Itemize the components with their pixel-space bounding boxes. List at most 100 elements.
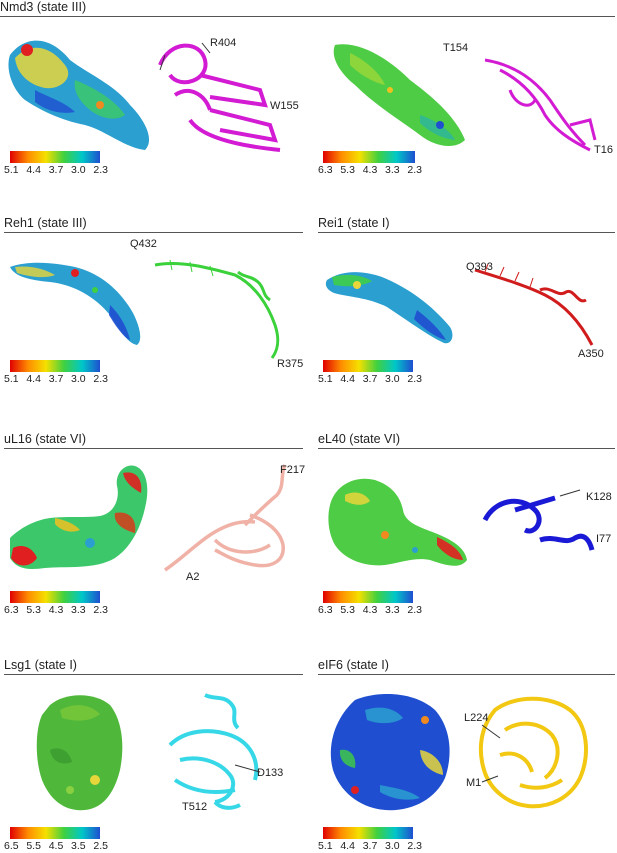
colorbar-tick: 3.7 (363, 373, 378, 385)
colorbar-tick: 4.4 (340, 373, 355, 385)
density-map-nmd3 (5, 30, 160, 155)
colorbar-lsg1 (10, 827, 100, 839)
residue-label: W155 (270, 100, 299, 112)
colorbar-tick: 3.7 (363, 840, 378, 852)
divider-rei1 (318, 232, 615, 233)
panel-title-nmd3: Nmd3 (state III) (0, 0, 86, 14)
density-map-eif6 (325, 690, 455, 815)
colorbar-tick: 6.3 (318, 604, 333, 616)
ribbon-model-nmd3 (150, 35, 300, 155)
residue-label: A2 (186, 571, 199, 583)
colorbar-tick: 2.3 (93, 604, 108, 616)
divider-row1 (0, 16, 615, 17)
density-map-ul16 (5, 458, 155, 583)
colorbar-tick: 2.5 (93, 840, 108, 852)
colorbar-tick: 3.3 (71, 604, 86, 616)
ribbon-model-ul16 (155, 460, 305, 580)
ribbon-model-el40 (480, 480, 600, 560)
residue-label: F217 (280, 464, 305, 476)
residue-label: R404 (210, 37, 236, 49)
colorbar-rei1 (323, 360, 413, 372)
residue-label: T512 (182, 801, 207, 813)
colorbar-tick: 3.0 (71, 373, 86, 385)
colorbar-tick: 5.3 (340, 604, 355, 616)
divider-lsg1 (4, 674, 303, 675)
colorbar-tick: 4.3 (49, 604, 64, 616)
residue-label: Q432 (130, 238, 157, 250)
residue-label: T16 (594, 144, 613, 156)
colorbar-tick: 5.1 (4, 164, 19, 176)
colorbar-eif6 (323, 827, 413, 839)
colorbar-tick: 4.5 (49, 840, 64, 852)
panel-title-rei1: Rei1 (state I) (318, 216, 390, 230)
colorbar-tick: 4.3 (363, 604, 378, 616)
residue-label: D133 (257, 767, 283, 779)
residue-label: L224 (464, 712, 488, 724)
residue-label: I77 (596, 533, 611, 545)
colorbar-tick: 5.1 (4, 373, 19, 385)
colorbar-ticks-eif6: 5.1 4.4 3.7 3.0 2.3 (318, 840, 422, 852)
colorbar-tick: 5.1 (318, 840, 333, 852)
colorbar-ticks-rei1: 5.1 4.4 3.7 3.0 2.3 (318, 373, 422, 385)
panel-title-eif6: eIF6 (state I) (318, 658, 389, 672)
divider-eif6 (318, 674, 615, 675)
colorbar-tick: 3.3 (385, 604, 400, 616)
colorbar-tick: 3.0 (385, 373, 400, 385)
divider-el40 (318, 448, 615, 449)
colorbar-tick: 3.0 (71, 164, 86, 176)
colorbar-nmd3 (10, 151, 100, 163)
colorbar-tick: 5.3 (340, 164, 355, 176)
panel-title-ul16: uL16 (state VI) (4, 432, 86, 446)
residue-label: K128 (586, 491, 612, 503)
colorbar-ticks-el40: 6.3 5.3 4.3 3.3 2.3 (318, 604, 422, 616)
colorbar-tick: 4.4 (26, 164, 41, 176)
density-map-rei1 (322, 265, 462, 355)
colorbar-ticks-reh1: 5.1 4.4 3.7 3.0 2.3 (4, 373, 108, 385)
colorbar-tick: 2.3 (93, 373, 108, 385)
panel-title-lsg1: Lsg1 (state I) (4, 658, 77, 672)
divider-reh1 (4, 232, 303, 233)
colorbar-ticks-ul16: 6.3 5.3 4.3 3.3 2.3 (4, 604, 108, 616)
density-map-el40 (325, 465, 475, 575)
residue-label: T154 (443, 42, 468, 54)
colorbar-tick: 2.3 (407, 164, 422, 176)
residue-label: M1 (466, 777, 481, 789)
colorbar-tick: 2.3 (93, 164, 108, 176)
colorbar-tick: 4.4 (340, 840, 355, 852)
panel-title-el40: eL40 (state VI) (318, 432, 400, 446)
panel-title-reh1: Reh1 (state III) (4, 216, 87, 230)
colorbar-tick: 6.5 (4, 840, 19, 852)
colorbar-ticks-nmd3-alt: 6.3 5.3 4.3 3.3 2.3 (318, 164, 422, 176)
colorbar-tick: 5.5 (26, 840, 41, 852)
ribbon-model-lsg1 (160, 690, 280, 815)
ribbon-model-eif6 (470, 690, 595, 815)
colorbar-ul16 (10, 591, 100, 603)
colorbar-reh1 (10, 360, 100, 372)
divider-ul16 (4, 448, 303, 449)
colorbar-tick: 3.5 (71, 840, 86, 852)
colorbar-el40 (323, 591, 413, 603)
colorbar-tick: 3.7 (49, 164, 64, 176)
colorbar-tick: 4.4 (26, 373, 41, 385)
colorbar-tick: 2.3 (407, 604, 422, 616)
residue-label: A350 (578, 348, 604, 360)
colorbar-nmd3-alt (323, 151, 415, 163)
colorbar-tick: 2.3 (407, 840, 422, 852)
residue-label: Q393 (466, 261, 493, 273)
colorbar-tick: 2.3 (407, 373, 422, 385)
colorbar-tick: 3.0 (385, 840, 400, 852)
colorbar-tick: 3.7 (49, 373, 64, 385)
colorbar-ticks-nmd3: 5.1 4.4 3.7 3.0 2.3 (4, 164, 108, 176)
residue-label: R375 (277, 358, 303, 370)
colorbar-tick: 5.3 (26, 604, 41, 616)
ribbon-model-reh1 (150, 250, 295, 365)
colorbar-tick: 5.1 (318, 373, 333, 385)
colorbar-tick: 3.3 (385, 164, 400, 176)
colorbar-tick: 6.3 (4, 604, 19, 616)
colorbar-tick: 6.3 (318, 164, 333, 176)
density-map-lsg1 (30, 690, 130, 815)
colorbar-ticks-lsg1: 6.5 5.5 4.5 3.5 2.5 (4, 840, 108, 852)
ribbon-model-rei1 (470, 260, 605, 360)
ribbon-model-nmd3-alt (475, 45, 605, 160)
density-map-reh1 (5, 255, 145, 350)
